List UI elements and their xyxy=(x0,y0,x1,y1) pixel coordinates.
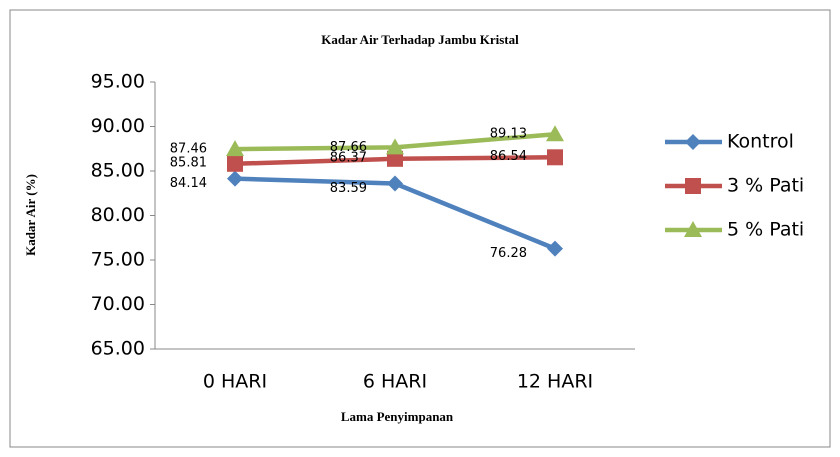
x-tick-label: 12 HARI xyxy=(517,371,593,393)
chart-title: Kadar Air Terhadap Jambu Kristal xyxy=(321,32,519,47)
y-tick-label: 80.00 xyxy=(91,204,145,226)
data-label: 87.46 xyxy=(170,142,207,157)
data-point xyxy=(386,138,404,155)
y-tick-label: 75.00 xyxy=(91,249,145,271)
data-label: 87.66 xyxy=(330,140,367,155)
data-point xyxy=(387,150,403,167)
legend-marker xyxy=(685,178,701,194)
data-label: 89.13 xyxy=(490,127,527,142)
y-tick-label: 85.00 xyxy=(91,160,145,182)
data-label: 76.28 xyxy=(490,246,527,261)
data-label: 85.81 xyxy=(170,155,207,170)
data-point xyxy=(547,240,563,257)
y-tick-label: 90.00 xyxy=(91,115,145,137)
y-tick-label: 70.00 xyxy=(91,293,145,315)
legend-marker xyxy=(684,221,702,237)
data-label: 86.37 xyxy=(330,150,367,165)
x-tick-label: 6 HARI xyxy=(363,371,427,393)
data-point xyxy=(227,155,243,172)
data-point xyxy=(227,170,243,187)
data-point xyxy=(387,175,403,192)
data-point xyxy=(547,149,563,166)
y-axis-label: Kadar Air (%) xyxy=(23,174,38,256)
y-tick-label: 65.00 xyxy=(91,338,145,360)
data-label: 83.59 xyxy=(330,181,367,196)
legend-label: 3 % Pati xyxy=(727,175,804,197)
data-point xyxy=(226,140,244,157)
x-axis-label: Lama Penyimpanan xyxy=(341,409,454,424)
legend-label: 5 % Pati xyxy=(727,219,804,241)
data-label: 84.14 xyxy=(170,176,207,191)
data-label: 86.54 xyxy=(490,149,527,164)
y-tick-label: 95.00 xyxy=(91,71,145,93)
legend-label: Kontrol xyxy=(727,131,794,153)
data-point xyxy=(546,125,564,142)
legend-marker xyxy=(685,134,701,150)
x-tick-label: 0 HARI xyxy=(203,371,267,393)
